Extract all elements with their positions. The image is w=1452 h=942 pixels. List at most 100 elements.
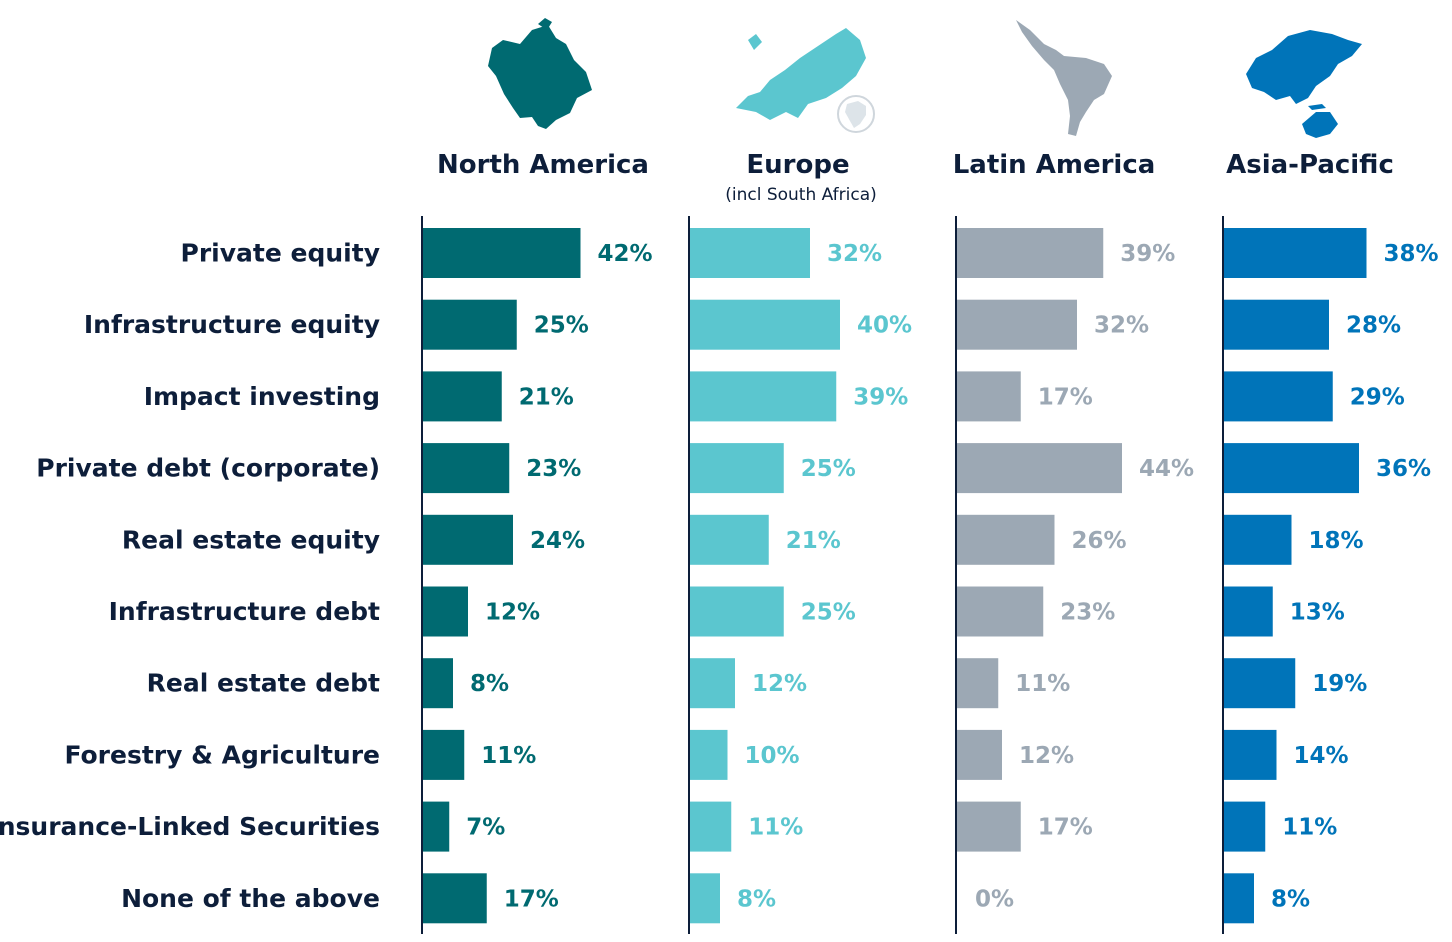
bar-north-america-none-of-the-above [423,873,487,924]
bar-europe-real-estate-debt [690,658,735,709]
bar-asia-pacific-real-estate-equity [1224,514,1292,565]
value-label-europe-real-estate-debt: 12% [752,671,807,697]
value-label-europe-insurance-linked-securities: 11% [748,815,803,841]
bar-latin-america-forestry-agriculture [957,729,1002,780]
region-title-latin-america: Latin America [953,150,1156,180]
bar-latin-america-impact-investing [957,371,1021,422]
category-label-impact-investing: Impact investing [144,382,380,411]
value-label-north-america-insurance-linked-securities: 7% [466,815,505,841]
bar-europe-infrastructure-equity [690,299,840,350]
bar-latin-america-real-estate-debt [957,658,999,709]
value-label-latin-america-none-of-the-above: 0% [975,886,1014,912]
bar-europe-real-estate-equity [690,514,769,565]
category-label-forestry-agriculture: Forestry & Agriculture [64,740,380,769]
bar-europe-insurance-linked-securities [690,801,732,852]
panel-europe: 32% 40% 39% 25% 21% 25% 12% 10% 11% 8% [688,216,912,934]
value-label-latin-america-private-equity: 39% [1120,241,1175,267]
bar-asia-pacific-real-estate-debt [1224,658,1296,709]
value-label-asia-pacific-private-debt-corporate: 36% [1376,456,1431,482]
north-america-map-icon [488,18,592,129]
bar-latin-america-private-equity [957,228,1104,278]
value-label-north-america-private-equity: 42% [598,241,653,267]
asia-pacific-map-icon [1246,30,1362,138]
value-label-europe-private-debt-corporate: 25% [801,456,856,482]
value-label-latin-america-insurance-linked-securities: 17% [1038,815,1093,841]
bar-north-america-impact-investing [423,371,502,422]
bar-asia-pacific-infrastructure-debt [1224,586,1273,637]
europe-map-icon [736,28,875,133]
bar-latin-america-private-debt-corporate [957,443,1122,494]
value-label-asia-pacific-impact-investing: 29% [1350,384,1405,410]
category-label-private-equity: Private equity [181,239,380,268]
value-label-north-america-forestry-agriculture: 11% [481,743,536,769]
region-panels: 42% 25% 21% 23% 24% 12% 8% 11% 7% 17% 32% 40% 39% 25%… [421,216,1439,934]
value-label-north-america-private-debt-corporate: 23% [526,456,581,482]
bar-asia-pacific-forestry-agriculture [1224,729,1277,780]
value-label-north-america-infrastructure-debt: 12% [485,600,540,626]
region-titles: North America Europe (incl South Africa) La… [437,150,1394,205]
bar-latin-america-infrastructure-debt [957,586,1044,637]
panel-latin-america: 39% 32% 17% 44% 26% 23% 11% 12% 17% 0% [955,216,1194,934]
category-label-real-estate-equity: Real estate equity [122,525,380,554]
bar-north-america-infrastructure-equity [423,299,517,350]
category-label-none-of-the-above: None of the above [121,884,380,913]
value-label-asia-pacific-real-estate-debt: 19% [1312,671,1367,697]
bar-asia-pacific-private-debt-corporate [1224,443,1359,494]
region-subtitle-europe: (incl South Africa) [725,185,877,205]
category-label-real-estate-debt: Real estate debt [147,669,380,698]
value-label-europe-forestry-agriculture: 10% [745,743,800,769]
region-title-europe: Europe [746,150,849,180]
value-label-asia-pacific-forestry-agriculture: 14% [1294,743,1349,769]
value-label-latin-america-forestry-agriculture: 12% [1019,743,1074,769]
region-title-north-america: North America [437,150,649,180]
bar-europe-private-equity [690,228,810,278]
value-label-north-america-none-of-the-above: 17% [504,886,559,912]
value-label-latin-america-real-estate-debt: 11% [1015,671,1070,697]
value-label-north-america-real-estate-debt: 8% [470,671,509,697]
value-label-north-america-impact-investing: 21% [519,384,574,410]
value-label-europe-none-of-the-above: 8% [737,886,776,912]
value-label-europe-infrastructure-debt: 25% [801,600,856,626]
bar-north-america-private-debt-corporate [423,443,510,494]
bar-north-america-real-estate-debt [423,658,453,709]
bar-latin-america-infrastructure-equity [957,299,1077,350]
value-label-latin-america-real-estate-equity: 26% [1072,528,1127,554]
category-labels: Private equity Infrastructure equity Impac… [0,239,380,913]
category-label-infrastructure-debt: Infrastructure debt [109,597,380,626]
bar-north-america-real-estate-equity [423,514,513,565]
value-label-europe-infrastructure-equity: 40% [857,313,912,339]
value-label-latin-america-impact-investing: 17% [1038,384,1093,410]
value-label-north-america-infrastructure-equity: 25% [534,313,589,339]
bar-europe-forestry-agriculture [690,729,728,780]
value-label-latin-america-infrastructure-equity: 32% [1094,313,1149,339]
bar-europe-none-of-the-above [690,873,720,924]
value-label-asia-pacific-real-estate-equity: 18% [1309,528,1364,554]
bar-north-america-infrastructure-debt [423,586,468,637]
panel-north-america: 42% 25% 21% 23% 24% 12% 8% 11% 7% 17% [421,216,653,934]
bar-asia-pacific-impact-investing [1224,371,1333,422]
bar-north-america-insurance-linked-securities [423,801,450,852]
value-label-latin-america-infrastructure-debt: 23% [1060,600,1115,626]
value-label-asia-pacific-none-of-the-above: 8% [1271,886,1310,912]
bar-north-america-forestry-agriculture [423,729,465,780]
value-label-europe-impact-investing: 39% [853,384,908,410]
bar-asia-pacific-infrastructure-equity [1224,299,1329,350]
latin-america-map-icon [1016,20,1112,136]
value-label-europe-private-equity: 32% [827,241,882,267]
bar-europe-impact-investing [690,371,837,422]
bar-asia-pacific-none-of-the-above [1224,873,1254,924]
category-label-insurance-linked-securities: Insurance-Linked Securities [0,812,380,841]
bar-latin-america-insurance-linked-securities [957,801,1021,852]
panel-asia-pacific: 38% 28% 29% 36% 18% 13% 19% 14% 11% 8% [1222,216,1439,934]
bar-north-america-private-equity [423,228,581,278]
bar-asia-pacific-private-equity [1224,228,1367,278]
value-label-europe-real-estate-equity: 21% [786,528,841,554]
category-label-infrastructure-equity: Infrastructure equity [84,310,380,339]
value-label-latin-america-private-debt-corporate: 44% [1139,456,1194,482]
region-title-asia-pacific: Asia-Pacific [1226,150,1394,180]
value-label-asia-pacific-insurance-linked-securities: 11% [1282,815,1337,841]
bar-asia-pacific-insurance-linked-securities [1224,801,1266,852]
value-label-north-america-real-estate-equity: 24% [530,528,585,554]
region-icons [488,18,1362,138]
